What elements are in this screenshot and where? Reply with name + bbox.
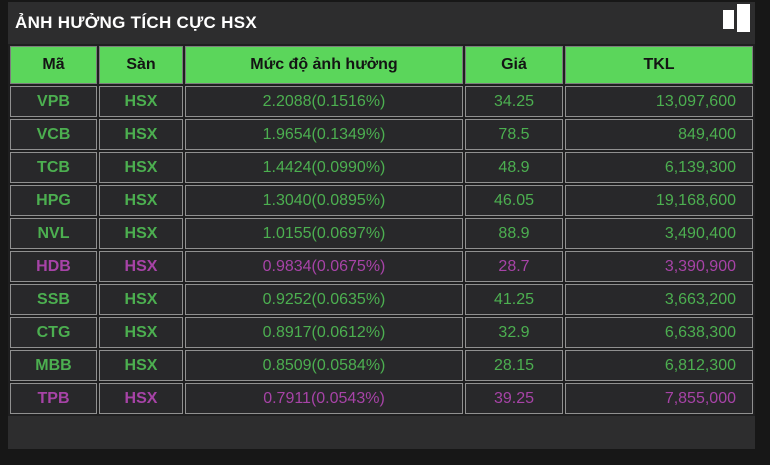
cell-impact: 0.8917(0.0612%) [185,317,463,348]
cell-volume: 7,855,000 [565,383,753,414]
cell-volume: 13,097,600 [565,86,753,117]
column-header-price: Giá [465,46,563,84]
cell-exchange: HSX [99,119,183,150]
cell-exchange: HSX [99,218,183,249]
cell-volume: 3,663,200 [565,284,753,315]
cell-price: 88.9 [465,218,563,249]
cell-price: 28.7 [465,251,563,282]
cell-exchange: HSX [99,383,183,414]
cell-price: 28.15 [465,350,563,381]
cell-exchange: HSX [99,251,183,282]
cell-exchange: HSX [99,284,183,315]
cell-code: NVL [10,218,97,249]
cell-exchange: HSX [99,86,183,117]
cell-impact: 0.9834(0.0675%) [185,251,463,282]
cell-impact: 1.0155(0.0697%) [185,218,463,249]
cell-volume: 19,168,600 [565,185,753,216]
cell-price: 48.9 [465,152,563,183]
cell-impact: 0.8509(0.0584%) [185,350,463,381]
influence-table: Mã Sàn Mức độ ảnh hưởng Giá TKL VPB HSX … [8,44,755,416]
cell-price: 39.25 [465,383,563,414]
influence-panel: ẢNH HƯỞNG TÍCH CỰC HSX Mã Sàn Mức độ ảnh… [8,2,755,449]
bar-chart-icon-short-bar [723,10,734,29]
table-row: HDB HSX 0.9834(0.0675%) 28.7 3,390,900 [10,251,753,282]
cell-code: CTG [10,317,97,348]
cell-code: TPB [10,383,97,414]
cell-price: 78.5 [465,119,563,150]
cell-impact: 1.3040(0.0895%) [185,185,463,216]
cell-impact: 1.9654(0.1349%) [185,119,463,150]
cell-impact: 2.2088(0.1516%) [185,86,463,117]
table-row: NVL HSX 1.0155(0.0697%) 88.9 3,490,400 [10,218,753,249]
cell-price: 41.25 [465,284,563,315]
column-header-volume: TKL [565,46,753,84]
cell-exchange: HSX [99,317,183,348]
cell-code: SSB [10,284,97,315]
bar-chart-icon-tall-bar [737,4,750,32]
cell-volume: 3,390,900 [565,251,753,282]
cell-volume: 6,812,300 [565,350,753,381]
table-row: HPG HSX 1.3040(0.0895%) 46.05 19,168,600 [10,185,753,216]
cell-price: 34.25 [465,86,563,117]
table-row: TPB HSX 0.7911(0.0543%) 39.25 7,855,000 [10,383,753,414]
cell-volume: 849,400 [565,119,753,150]
column-header-exchange: Sàn [99,46,183,84]
cell-exchange: HSX [99,152,183,183]
table-row: VPB HSX 2.2088(0.1516%) 34.25 13,097,600 [10,86,753,117]
table-row: MBB HSX 0.8509(0.0584%) 28.15 6,812,300 [10,350,753,381]
table-row: TCB HSX 1.4424(0.0990%) 48.9 6,139,300 [10,152,753,183]
cell-volume: 6,638,300 [565,317,753,348]
cell-price: 32.9 [465,317,563,348]
cell-volume: 3,490,400 [565,218,753,249]
cell-exchange: HSX [99,185,183,216]
cell-impact: 1.4424(0.0990%) [185,152,463,183]
table-header: Mã Sàn Mức độ ảnh hưởng Giá TKL [10,46,753,84]
cell-code: VPB [10,86,97,117]
cell-impact: 0.9252(0.0635%) [185,284,463,315]
column-header-code: Mã [10,46,97,84]
cell-code: MBB [10,350,97,381]
cell-code: HDB [10,251,97,282]
cell-code: TCB [10,152,97,183]
cell-impact: 0.7911(0.0543%) [185,383,463,414]
column-header-impact: Mức độ ảnh hưởng [185,46,463,84]
cell-price: 46.05 [465,185,563,216]
panel-titlebar: ẢNH HƯỞNG TÍCH CỰC HSX [8,2,755,44]
table-body: VPB HSX 2.2088(0.1516%) 34.25 13,097,600… [10,86,753,414]
cell-exchange: HSX [99,350,183,381]
cell-volume: 6,139,300 [565,152,753,183]
table-row: VCB HSX 1.9654(0.1349%) 78.5 849,400 [10,119,753,150]
table-row: CTG HSX 0.8917(0.0612%) 32.9 6,638,300 [10,317,753,348]
table-row: SSB HSX 0.9252(0.0635%) 41.25 3,663,200 [10,284,753,315]
bar-chart-icon[interactable] [723,3,750,32]
cell-code: HPG [10,185,97,216]
panel-title: ẢNH HƯỞNG TÍCH CỰC HSX [15,13,257,32]
cell-code: VCB [10,119,97,150]
